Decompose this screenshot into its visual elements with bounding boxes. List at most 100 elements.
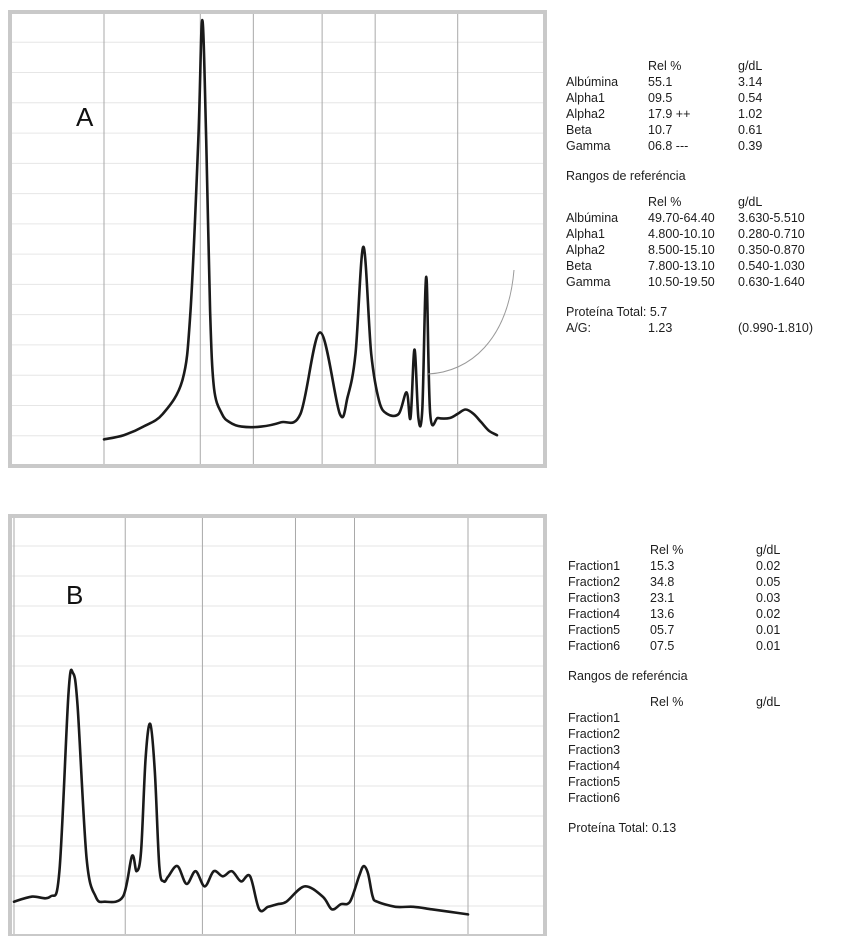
rel-percent: 55.1 xyxy=(648,75,673,89)
fraction-name: Alpha1 xyxy=(566,227,605,241)
table-row: Fraction4 xyxy=(568,758,845,774)
table-row: Beta 10.7 0.61 xyxy=(566,122,838,138)
gdl-value: 0.280-0.710 xyxy=(738,227,805,241)
chart-b xyxy=(8,514,547,936)
panel-b-results: Rel % g/dL Fraction1 15.3 0.02 Fraction2 34.… xyxy=(568,542,845,836)
chart-a xyxy=(8,10,547,468)
rel-header: Rel % xyxy=(648,195,682,209)
rel-header: Rel % xyxy=(648,59,682,73)
annotation-arc xyxy=(427,269,515,375)
fraction-name: Albúmina xyxy=(566,211,619,225)
total-protein: Proteína Total: 5.7 xyxy=(566,305,668,319)
rel-percent: 4.800-10.10 xyxy=(648,227,715,241)
table-row: Fraction2 34.8 0.05 xyxy=(568,574,845,590)
table-row: Alpha2 17.9 ++ 1.02 xyxy=(566,106,838,122)
reference-title: Rangos de referéncia xyxy=(566,169,686,183)
table-row: Fraction1 xyxy=(568,710,845,726)
gdl-value: 0.54 xyxy=(738,91,763,105)
table-row: Gamma 06.8 --- 0.39 xyxy=(566,138,838,154)
gdl-value: 0.01 xyxy=(756,639,781,653)
reference-header: Rel % g/dL xyxy=(566,194,838,210)
gdl-value: 0.630-1.640 xyxy=(738,275,805,289)
rel-percent: 07.5 xyxy=(650,639,675,653)
rel-percent: 34.8 xyxy=(650,575,675,589)
ag-label: A/G: xyxy=(566,321,592,335)
densitometry-trace xyxy=(12,668,470,916)
gdl-value: 0.61 xyxy=(738,123,763,137)
results-header: Rel % g/dL xyxy=(568,542,845,558)
fraction-name: Albúmina xyxy=(566,75,619,89)
densitometry-trace xyxy=(102,18,499,441)
results-header: Rel % g/dL xyxy=(566,58,838,74)
rel-percent: 23.1 xyxy=(650,591,675,605)
fraction-name: Beta xyxy=(566,259,592,273)
panel-a-results: Rel % g/dL Albúmina 55.1 3.14 Alpha1 09.5 0.5… xyxy=(566,58,838,336)
gdl-value: 0.02 xyxy=(756,607,781,621)
fraction-name: Gamma xyxy=(566,275,611,289)
ag-value: 1.23 xyxy=(648,321,673,335)
table-row: Beta 7.800-13.10 0.540-1.030 xyxy=(566,258,838,274)
chart-frame xyxy=(8,10,547,468)
table-row: Fraction6 07.5 0.01 xyxy=(568,638,845,654)
fraction-name: Alpha2 xyxy=(566,243,605,257)
table-row: Alpha1 09.5 0.54 xyxy=(566,90,838,106)
gdl-value: 0.39 xyxy=(738,139,763,153)
gdl-header: g/dL xyxy=(756,543,781,557)
rel-percent: 17.9 ++ xyxy=(648,107,691,121)
fraction-name: Fraction3 xyxy=(568,743,621,757)
table-row: Fraction5 xyxy=(568,774,845,790)
rel-percent: 8.500-15.10 xyxy=(648,243,715,257)
gdl-value: 0.350-0.870 xyxy=(738,243,805,257)
fraction-name: Fraction3 xyxy=(568,591,621,605)
table-row: Fraction4 13.6 0.02 xyxy=(568,606,845,622)
gdl-header: g/dL xyxy=(738,59,763,73)
fraction-name: Fraction2 xyxy=(568,575,621,589)
fraction-name: Beta xyxy=(566,123,592,137)
fraction-name: Fraction6 xyxy=(568,791,621,805)
gdl-value: 0.540-1.030 xyxy=(738,259,805,273)
panel-label-b: B xyxy=(66,580,84,610)
gdl-value: 3.14 xyxy=(738,75,763,89)
table-row: Alpha2 8.500-15.10 0.350-0.870 xyxy=(566,242,838,258)
rel-percent: 06.8 --- xyxy=(648,139,689,153)
table-row: Fraction5 05.7 0.01 xyxy=(568,622,845,638)
rel-header: Rel % xyxy=(650,695,684,709)
rel-percent: 49.70-64.40 xyxy=(648,211,715,225)
gdl-value: 0.05 xyxy=(756,575,781,589)
panel-label-a: A xyxy=(76,102,94,132)
table-row: Albúmina 55.1 3.14 xyxy=(566,74,838,90)
fraction-name: Fraction5 xyxy=(568,623,621,637)
reference-title: Rangos de referéncia xyxy=(568,669,688,683)
rel-percent: 7.800-13.10 xyxy=(648,259,715,273)
rel-percent: 13.6 xyxy=(650,607,675,621)
total-protein: Proteína Total: 0.13 xyxy=(568,821,677,835)
fraction-name: Gamma xyxy=(566,139,611,153)
fraction-name: Fraction6 xyxy=(568,639,621,653)
rel-percent: 10.50-19.50 xyxy=(648,275,715,289)
ag-ratio: A/G: 1.23 (0.990-1.810) xyxy=(566,320,838,336)
gdl-header: g/dL xyxy=(756,695,781,709)
gdl-value: 3.630-5.510 xyxy=(738,211,805,225)
fraction-name: Alpha2 xyxy=(566,107,605,121)
table-row: Fraction3 23.1 0.03 xyxy=(568,590,845,606)
gdl-value: 0.03 xyxy=(756,591,781,605)
rel-percent: 09.5 xyxy=(648,91,673,105)
rel-percent: 10.7 xyxy=(648,123,673,137)
fraction-name: Alpha1 xyxy=(566,91,605,105)
gdl-header: g/dL xyxy=(738,195,763,209)
gdl-value: 0.02 xyxy=(756,559,781,573)
gdl-value: 0.01 xyxy=(756,623,781,637)
fraction-name: Fraction1 xyxy=(568,711,621,725)
ag-range: (0.990-1.810) xyxy=(738,321,814,335)
rel-percent: 15.3 xyxy=(650,559,675,573)
fraction-name: Fraction4 xyxy=(568,607,621,621)
table-row: Fraction2 xyxy=(568,726,845,742)
rel-percent: 05.7 xyxy=(650,623,675,637)
table-row: Albúmina 49.70-64.40 3.630-5.510 xyxy=(566,210,838,226)
table-row: Alpha1 4.800-10.10 0.280-0.710 xyxy=(566,226,838,242)
fraction-name: Fraction5 xyxy=(568,775,621,789)
gdl-value: 1.02 xyxy=(738,107,763,121)
reference-header: Rel % g/dL xyxy=(568,694,845,710)
table-row: Fraction6 xyxy=(568,790,845,806)
